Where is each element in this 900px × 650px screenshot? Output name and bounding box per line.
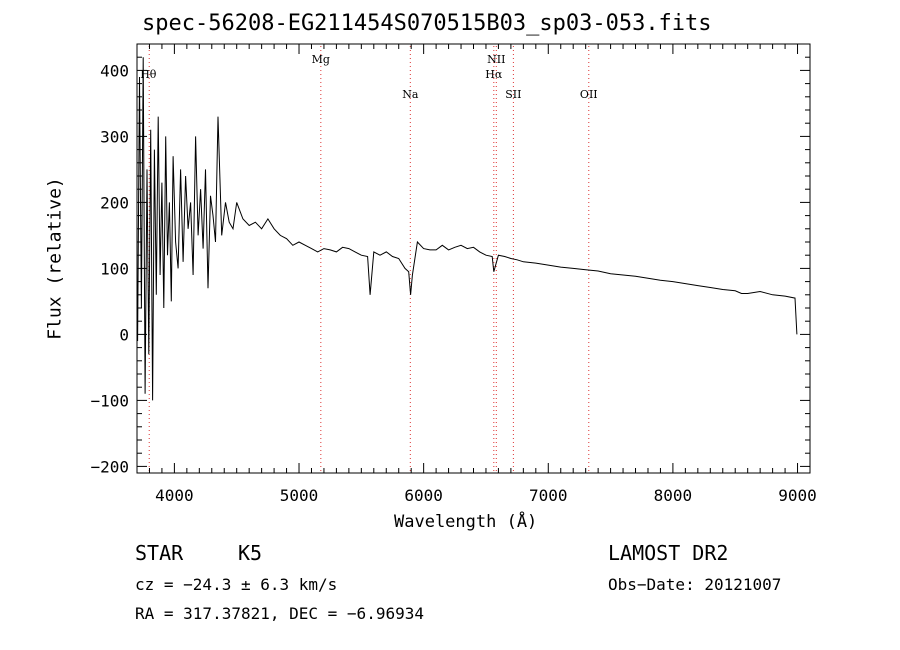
- chart-title: spec-56208-EG211454S070515B03_sp03-053.f…: [142, 11, 712, 36]
- object-subclass: K5: [238, 541, 263, 565]
- survey-name: LAMOST DR2: [608, 541, 729, 565]
- line-label-6: OII: [580, 88, 598, 101]
- y-tick-label-6: 400: [100, 61, 129, 80]
- x-tick-label-1: 5000: [280, 486, 319, 505]
- observation-date: Obs−Date: 20121007: [608, 575, 782, 594]
- y-tick-label-0: −200: [90, 457, 129, 476]
- flux-line: [137, 57, 798, 401]
- axis-ticks: [137, 43, 810, 473]
- line-label-5: SII: [505, 88, 521, 101]
- axis-tick-labels: 4000 5000 6000 7000 8000 9000 −200 −100 0 100 200 3…: [90, 61, 816, 505]
- x-tick-label-0: 4000: [155, 486, 194, 505]
- spectrum-series: [137, 57, 798, 401]
- plot-frame: [136, 43, 811, 474]
- y-tick-label-4: 200: [100, 193, 129, 212]
- x-tick-label-5: 9000: [778, 486, 817, 505]
- line-markers: [148, 46, 590, 471]
- object-type: STAR: [135, 541, 184, 565]
- line-label-4: Hα: [485, 68, 503, 81]
- x-tick-label-4: 8000: [654, 486, 693, 505]
- y-axis-label: Flux (relative): [44, 177, 66, 340]
- line-label-2: Na: [402, 88, 419, 101]
- y-tick-label-3: 100: [100, 259, 129, 278]
- x-tick-label-3: 7000: [529, 486, 568, 505]
- y-tick-label-1: −100: [90, 391, 129, 410]
- x-axis-label: Wavelength (Å): [394, 512, 538, 532]
- x-tick-label-2: 6000: [404, 486, 443, 505]
- y-tick-label-2: 0: [119, 325, 129, 344]
- line-label-3: NII: [487, 53, 505, 66]
- redshift-cz: cz = −24.3 ± 6.3 km/s: [135, 575, 338, 594]
- line-label-1: Mg: [312, 53, 330, 66]
- y-tick-label-5: 300: [100, 127, 129, 146]
- line-label-0: Hθ: [140, 68, 157, 81]
- coordinates: RA = 317.37821, DEC = −6.96934: [135, 604, 424, 623]
